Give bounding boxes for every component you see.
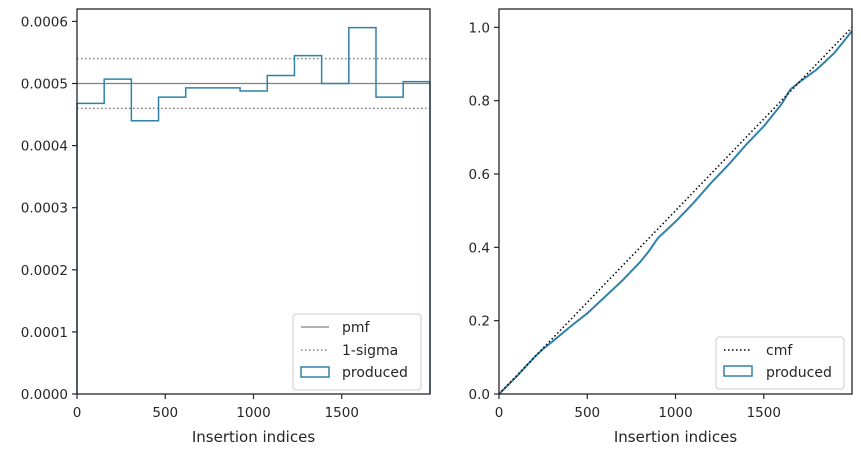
- y-tick-label: 0.0002: [21, 263, 68, 279]
- y-tick-label: 0.8: [469, 94, 490, 110]
- y-tick-label: 0.2: [469, 314, 490, 330]
- produced-cumulative-line: [498, 30, 853, 395]
- x-tick-label: 0: [73, 405, 82, 421]
- produced-histogram: [76, 26, 431, 394]
- x-tick-label: 1000: [236, 405, 270, 421]
- y-tick-label: 0.0004: [21, 139, 68, 155]
- left-x-axis-title: Insertion indices: [192, 428, 315, 446]
- y-tick-label: 0.0003: [21, 201, 68, 217]
- y-tick-label: 0.6: [469, 167, 490, 183]
- y-tick-label: 0.0005: [21, 77, 68, 93]
- x-tick-label: 500: [574, 405, 600, 421]
- cmf-chart: 0 500 1000 1500 0.0 0.2 0.4 0.6 0.8 1.0 Insertio…: [469, 8, 853, 446]
- right-y-ticks: 0.0 0.2 0.4 0.6 0.8 1.0: [469, 20, 499, 403]
- y-tick-label: 0.0000: [21, 387, 68, 403]
- legend-pmf-label: pmf: [342, 320, 371, 336]
- x-tick-label: 1500: [325, 405, 359, 421]
- right-x-axis-title: Insertion indices: [614, 428, 737, 446]
- sigma-lines: [77, 57, 430, 110]
- right-axes-frame: [498, 8, 853, 395]
- legend-produced-label: produced: [342, 365, 408, 381]
- cmf-line: [498, 26, 853, 395]
- x-tick-label: 1500: [747, 405, 781, 421]
- legend-produced-label: produced: [766, 365, 832, 381]
- left-legend-box: [292, 313, 422, 391]
- left-y-ticks: 0.0000 0.0001 0.0002 0.0003 0.0004 0.0005 0.00…: [21, 14, 77, 403]
- legend-sigma-label: 1-sigma: [342, 343, 398, 359]
- cmf-reference-line: [498, 26, 853, 395]
- pmf-chart: 0 500 1000 1500 0.00000.00010.00020.00030.0…: [21, 8, 431, 446]
- y-tick-label: 0.0006: [21, 14, 68, 30]
- y-tick-label: 0.0001: [21, 325, 68, 341]
- produced-step-outline: [76, 26, 431, 394]
- x-tick-label: 0: [495, 405, 504, 421]
- left-x-ticks: 0 500 1000 1500: [73, 394, 359, 421]
- left-legend: pmf 1-sigma produced: [292, 313, 422, 391]
- legend-produced-swatch: [300, 366, 330, 378]
- y-tick-label: 0.0: [469, 387, 490, 403]
- x-tick-label: 1000: [658, 405, 692, 421]
- right-x-ticks: 0 500 1000 1500: [495, 394, 781, 421]
- legend-cmf-label: cmf: [766, 343, 793, 359]
- produced-cumulative: [498, 30, 853, 395]
- y-tick-label: 1.0: [469, 20, 490, 36]
- x-tick-label: 500: [152, 405, 178, 421]
- legend-produced-swatch: [723, 365, 753, 377]
- right-legend: cmf produced: [715, 336, 845, 390]
- y-tick-label: 0.4: [469, 240, 490, 256]
